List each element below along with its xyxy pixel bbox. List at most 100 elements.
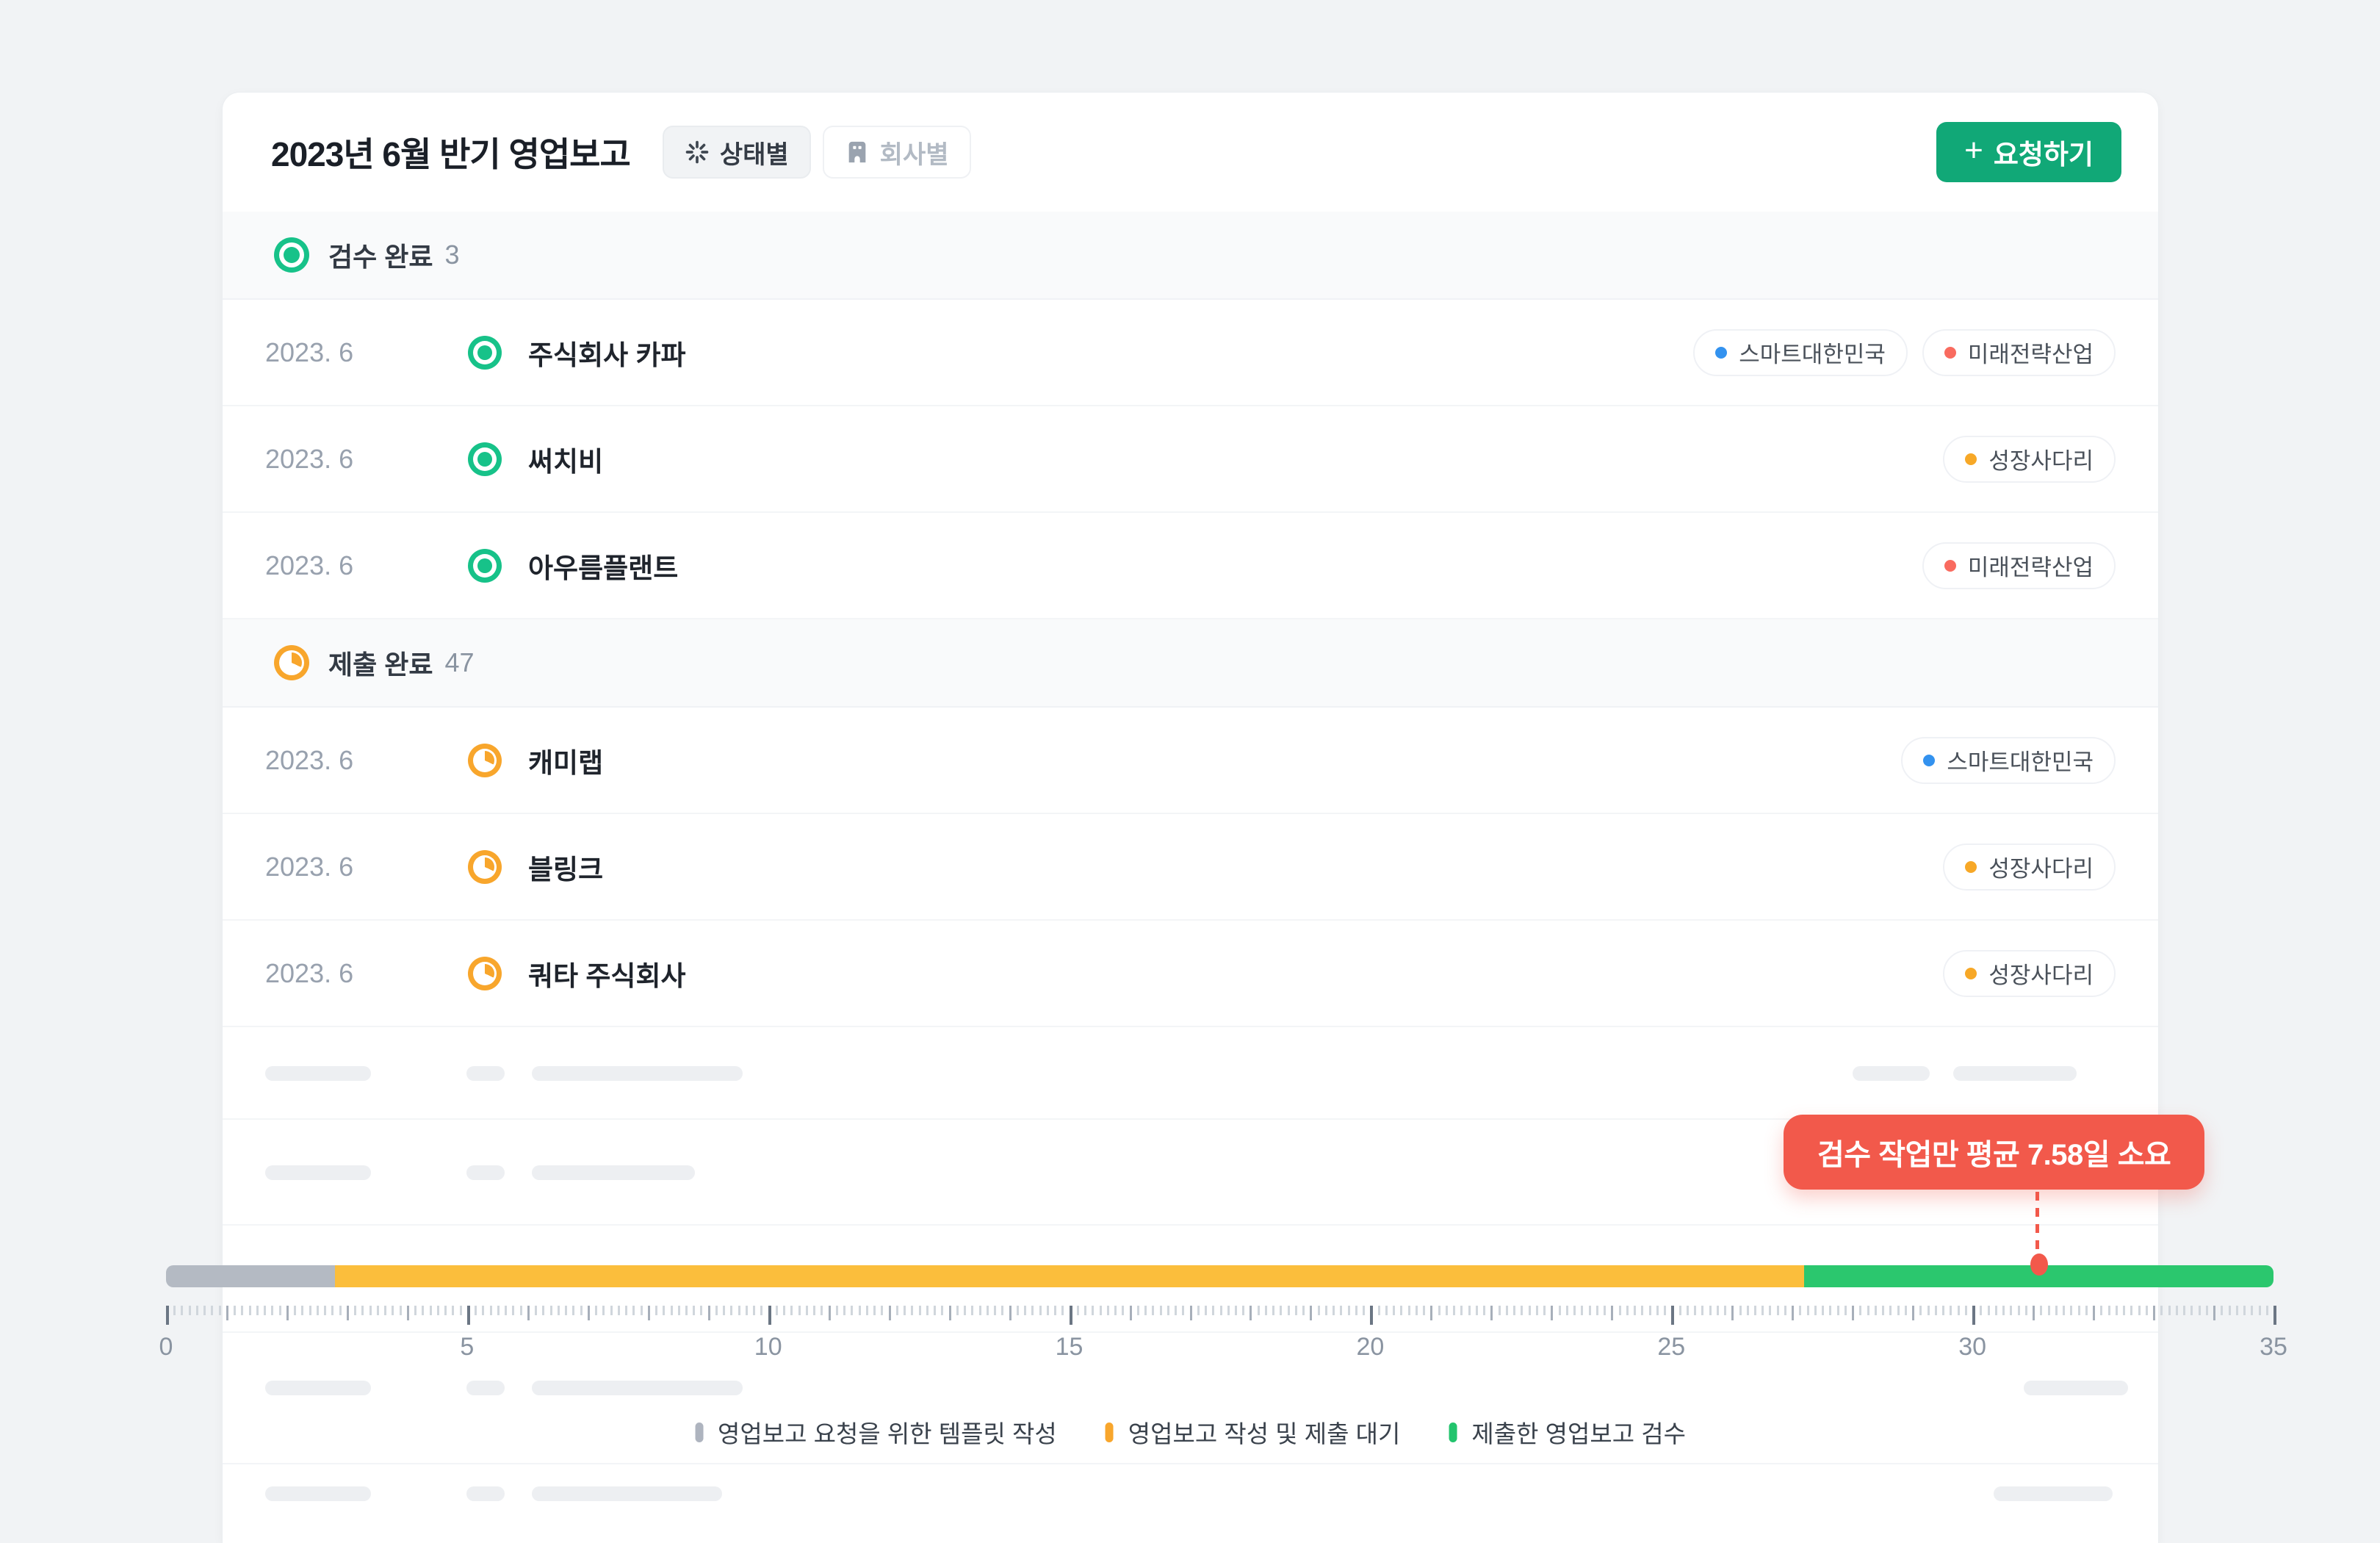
ruler-minor-tick <box>429 1306 432 1315</box>
ruler-minor-tick <box>1287 1306 1290 1315</box>
legend-label: 영업보고 요청을 위한 템플릿 작성 <box>718 1420 1057 1447</box>
toggle-by-company[interactable]: 회사별 <box>822 126 971 179</box>
ruler-minor-tick <box>813 1306 816 1315</box>
ruler-minor-tick <box>376 1306 379 1315</box>
program-tag: 미래전략산업 <box>1922 328 2116 376</box>
ruler-minor-tick <box>248 1306 251 1315</box>
skeleton-row <box>223 1464 2158 1543</box>
ruler-minor-tick <box>1227 1306 1230 1315</box>
ruler-minor-tick <box>1024 1306 1027 1315</box>
ruler-minor-tick <box>1739 1306 1742 1315</box>
ruler-minor-tick <box>994 1306 997 1315</box>
ruler-minor-tick <box>934 1306 937 1315</box>
ruler-minor-tick <box>1874 1306 1877 1315</box>
report-row[interactable]: 2023. 6 캐미랩 스마트대한민국 <box>223 708 2158 814</box>
view-toggle-group: 상태별 회사별 <box>662 126 971 179</box>
report-date: 2023. 6 <box>265 337 354 367</box>
ruler-minor-tick <box>2017 1306 2020 1315</box>
program-tag: 미래전략산업 <box>1922 542 2116 589</box>
ruler-minor-tick <box>505 1306 508 1315</box>
ruler-minor-tick <box>1746 1306 1749 1315</box>
ruler-minor-tick <box>1904 1306 1907 1315</box>
ruler-minor-tick <box>1453 1306 1456 1315</box>
report-row[interactable]: 2023. 6 블링크 성장사다리 <box>223 814 2158 921</box>
ruler-minor-tick <box>203 1306 206 1315</box>
ruler-minor-tick <box>1294 1306 1297 1315</box>
ruler-minor-tick <box>572 1306 575 1315</box>
ruler-minor-tick <box>1994 1306 1997 1315</box>
ruler-minor-tick <box>1634 1306 1637 1315</box>
ruler-minor-tick <box>911 1306 914 1315</box>
ruler-minor-tick <box>1626 1306 1629 1315</box>
ruler-minor-tick <box>753 1306 756 1315</box>
plus-icon: + <box>1964 132 1983 168</box>
ruler-minor-tick <box>256 1306 259 1315</box>
ruler-minor-tick <box>1543 1306 1546 1315</box>
report-row[interactable]: 2023. 6 쿼타 주식회사 성장사다리 <box>223 921 2158 1027</box>
timeline-stacked-bar <box>166 1265 2273 1287</box>
ruler-minor-tick <box>2055 1306 2058 1315</box>
tag-color-dot <box>1965 453 1977 465</box>
ruler-minor-tick <box>1934 1306 1937 1315</box>
axis-tick-label: 30 <box>1958 1333 1987 1361</box>
ruler-minor-tick <box>670 1306 673 1315</box>
ruler-minor-tick <box>1197 1306 1200 1315</box>
ruler-tick <box>1189 1306 1192 1320</box>
company-name: 캐미랩 <box>528 747 604 778</box>
ruler-tick <box>1009 1306 1012 1320</box>
ruler-minor-tick <box>783 1306 786 1315</box>
ruler-minor-tick <box>956 1306 959 1315</box>
ruler-minor-tick <box>2145 1306 2148 1315</box>
ruler-minor-tick <box>316 1306 319 1315</box>
ruler-minor-tick <box>1175 1306 1178 1315</box>
status-pending-icon <box>468 849 502 884</box>
ruler-tick <box>1912 1306 1915 1320</box>
ruler-minor-tick <box>2024 1306 2027 1315</box>
ruler-minor-tick <box>2115 1306 2118 1315</box>
report-row[interactable]: 2023. 6 써치비 성장사다리 <box>223 406 2158 513</box>
ruler-minor-tick <box>1498 1306 1501 1315</box>
ruler-minor-tick <box>2251 1306 2254 1315</box>
ruler-tick <box>1731 1306 1734 1320</box>
ruler-minor-tick <box>452 1306 455 1315</box>
section-header[interactable]: 제출 완료 47 <box>223 619 2158 708</box>
status-done-icon <box>274 237 309 273</box>
ruler-minor-tick <box>1483 1306 1486 1315</box>
ruler-tick <box>1611 1306 1614 1320</box>
report-row[interactable]: 2023. 6 아우름플랜트 미래전략산업 <box>223 513 2158 619</box>
section-header[interactable]: 검수 완료 3 <box>223 212 2158 300</box>
ruler-minor-tick <box>835 1306 838 1315</box>
toggle-by-company-label: 회사별 <box>879 140 949 169</box>
report-date: 2023. 6 <box>265 957 354 988</box>
ruler-minor-tick <box>1016 1306 1019 1315</box>
ruler-minor-tick <box>1664 1306 1667 1315</box>
ruler-minor-tick <box>1927 1306 1930 1315</box>
ruler-minor-tick <box>1407 1306 1410 1315</box>
status-pending-icon <box>468 743 502 777</box>
ruler-tick <box>1972 1306 1976 1325</box>
ruler-minor-tick <box>2085 1306 2088 1315</box>
ruler-minor-tick <box>1513 1306 1516 1315</box>
ruler-minor-tick <box>2228 1306 2231 1315</box>
tag-list: 스마트대한민국 미래전략산업 <box>1693 328 2116 376</box>
ruler-minor-tick <box>331 1306 334 1315</box>
ruler-minor-tick <box>2198 1306 2201 1315</box>
request-button[interactable]: + 요청하기 <box>1936 122 2121 182</box>
ruler-minor-tick <box>301 1306 304 1315</box>
ruler-minor-tick <box>1460 1306 1463 1315</box>
ruler-minor-tick <box>1521 1306 1523 1315</box>
request-button-label: 요청하기 <box>1993 140 2094 170</box>
ruler-minor-tick <box>1753 1306 1756 1315</box>
ruler-minor-tick <box>2063 1306 2066 1315</box>
ruler-minor-tick <box>2107 1306 2110 1315</box>
ruler-minor-tick <box>1588 1306 1591 1315</box>
ruler-minor-tick <box>512 1306 515 1315</box>
ruler-minor-tick <box>873 1306 876 1315</box>
ruler-minor-tick <box>2190 1306 2193 1315</box>
ruler-minor-tick <box>1761 1306 1764 1315</box>
report-row[interactable]: 2023. 6 주식회사 카파 스마트대한민국 미래전략산업 <box>223 300 2158 406</box>
toggle-by-status[interactable]: 상태별 <box>662 126 811 179</box>
ruler-minor-tick <box>1957 1306 1960 1315</box>
ruler-tick <box>1671 1306 1675 1325</box>
ruler-minor-tick <box>1219 1306 1222 1315</box>
